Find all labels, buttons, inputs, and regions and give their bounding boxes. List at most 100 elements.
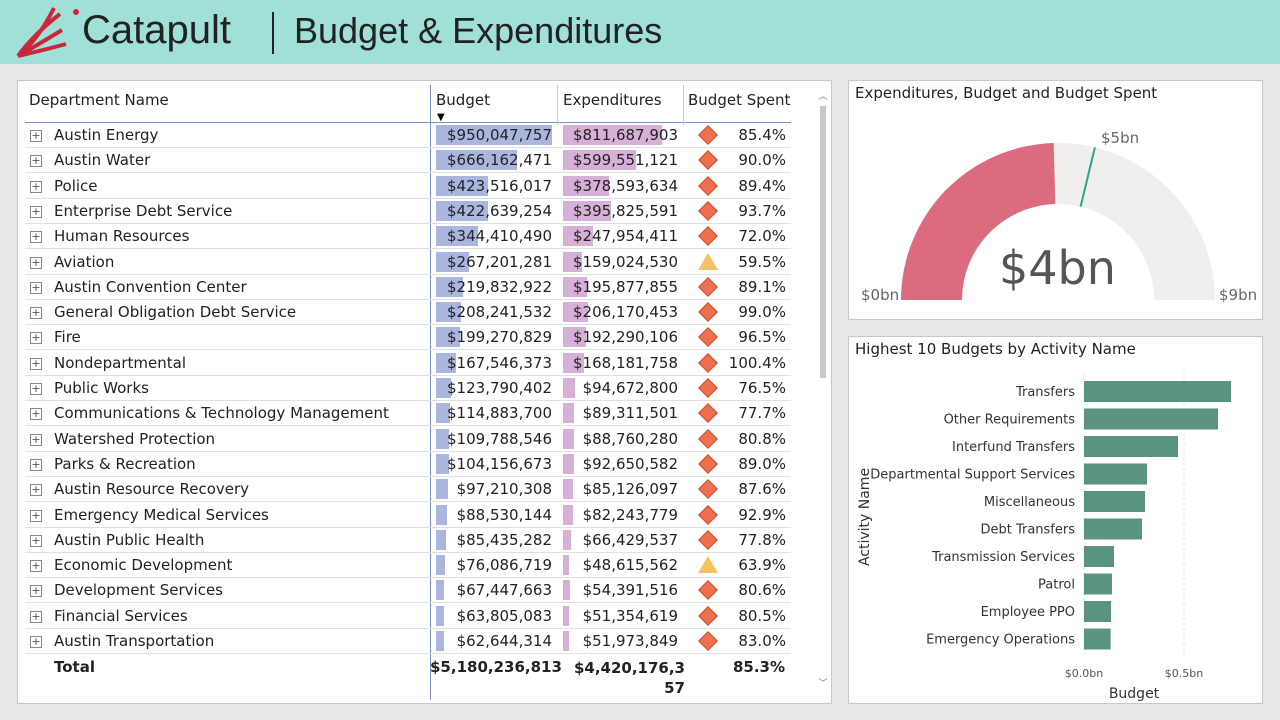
expenditure-databar <box>563 555 569 576</box>
department-name: Enterprise Debt Service <box>54 201 233 220</box>
table-row[interactable]: + Nondepartmental $167,546,373 $168,181,… <box>25 351 791 376</box>
expand-icon[interactable]: + <box>30 635 42 648</box>
table-row[interactable]: + Fire $199,270,829 $192,290,106 96.5% <box>25 325 791 351</box>
table-row[interactable]: + Austin Energy $950,047,757 $811,687,90… <box>25 123 791 148</box>
category-label: Transmission Services <box>931 550 1075 565</box>
department-table: Department Name Budget ▼ Expenditures Bu… <box>17 80 832 704</box>
bar[interactable] <box>1084 546 1114 567</box>
table-row[interactable]: + General Obligation Debt Service $208,2… <box>25 300 791 326</box>
budget-databar <box>436 327 461 348</box>
table-row[interactable]: + Austin Public Health $85,435,282 $66,4… <box>25 528 791 553</box>
bar[interactable] <box>1084 601 1111 622</box>
sort-descending-icon[interactable]: ▼ <box>437 112 445 123</box>
budget-value: $88,530,144 <box>456 505 552 524</box>
expand-icon[interactable]: + <box>30 382 42 395</box>
bar[interactable] <box>1084 518 1142 540</box>
budget-value: $62,644,314 <box>456 632 552 650</box>
expand-icon[interactable]: + <box>30 584 42 598</box>
col-header-budget-spent[interactable]: Budget Spent <box>688 91 791 109</box>
expand-icon[interactable]: + <box>30 432 42 446</box>
bar[interactable] <box>1084 381 1231 402</box>
department-name: Human Resources <box>54 227 190 246</box>
table-row[interactable]: + Police $423,516,017 $378,593,634 89.4% <box>25 174 791 199</box>
expand-icon[interactable]: + <box>30 255 42 269</box>
budget-spent-value: 80.6% <box>738 581 786 600</box>
expand-icon[interactable]: + <box>30 280 42 294</box>
budget-spent-value: 59.5% <box>738 252 786 271</box>
expenditure-databar <box>563 605 570 626</box>
expand-icon[interactable]: + <box>30 609 42 623</box>
budget-databar <box>436 504 447 525</box>
expand-icon[interactable]: + <box>30 483 42 497</box>
expand-icon[interactable]: + <box>30 407 42 421</box>
table-row[interactable]: + Watershed Protection $109,788,546 $88,… <box>25 427 791 452</box>
budget-databar <box>436 428 450 449</box>
col-header-budget[interactable]: Budget <box>436 91 490 109</box>
budget-value: $123,790,402 <box>447 379 552 397</box>
expenditure-databar <box>563 403 574 424</box>
budget-spent-value: 92.9% <box>738 505 786 524</box>
expand-icon[interactable]: + <box>30 457 42 471</box>
expand-icon[interactable]: + <box>30 179 42 193</box>
expand-icon[interactable]: + <box>30 306 42 320</box>
budget-spent-value: 63.9% <box>738 556 786 575</box>
table-row[interactable]: + Parks & Recreation $104,156,673 $92,65… <box>25 452 791 477</box>
table-row[interactable]: + Emergency Medical Services $88,530,144… <box>25 503 791 528</box>
budget-databar <box>436 125 552 145</box>
table-row[interactable]: + Human Resources $344,410,490 $247,954,… <box>25 224 791 250</box>
budget-databar <box>436 352 457 373</box>
department-name: Economic Development <box>54 556 233 575</box>
y-axis-title: Activity Name <box>857 468 873 566</box>
expand-icon[interactable]: + <box>30 533 42 547</box>
table-row[interactable]: + Financial Services $63,805,083 $51,354… <box>25 604 791 629</box>
budget-value: $422,639,254 <box>447 201 552 220</box>
bar[interactable] <box>1084 628 1111 650</box>
expand-icon[interactable]: + <box>30 204 42 218</box>
bar[interactable] <box>1084 491 1145 512</box>
expand-icon[interactable]: + <box>30 129 42 142</box>
category-label: Transfers <box>1015 385 1075 400</box>
department-name: Police <box>54 176 98 195</box>
bar[interactable] <box>1084 436 1178 457</box>
table-row[interactable]: + Public Works $123,790,402 $94,672,800 … <box>25 376 791 401</box>
bar[interactable] <box>1084 573 1112 595</box>
budget-spent-value: 76.5% <box>738 379 786 397</box>
table-row[interactable]: + Economic Development $76,086,719 $48,6… <box>25 553 791 579</box>
scrollbar[interactable]: ︿ ﹀ <box>818 92 828 689</box>
expenditure-databar <box>563 175 610 196</box>
expenditure-databar <box>563 276 587 297</box>
triangle-status-icon <box>698 252 718 270</box>
expenditure-databar <box>563 302 589 323</box>
expenditure-databar <box>563 226 594 247</box>
expenditure-databar <box>563 125 663 145</box>
table-row[interactable]: + Enterprise Debt Service $422,639,254 $… <box>25 199 791 224</box>
bar[interactable] <box>1084 463 1147 485</box>
table-row[interactable]: + Communications & Technology Management… <box>25 401 791 427</box>
expenditure-value: $51,973,849 <box>582 632 678 650</box>
expand-icon[interactable]: + <box>30 331 42 345</box>
expand-icon[interactable]: + <box>30 508 42 522</box>
expenditure-value: $378,593,634 <box>573 176 678 195</box>
expand-icon[interactable]: + <box>30 559 42 573</box>
bar[interactable] <box>1084 408 1218 430</box>
budget-databar <box>436 302 462 323</box>
col-header-department[interactable]: Department Name <box>29 91 169 109</box>
expand-icon[interactable]: + <box>30 154 42 168</box>
budget-value: $950,047,757 <box>447 126 552 144</box>
expand-icon[interactable]: + <box>30 230 42 244</box>
department-name: General Obligation Debt Service <box>54 303 297 322</box>
budget-databar <box>436 226 479 247</box>
table-row[interactable]: + Development Services $67,447,663 $54,3… <box>25 578 791 604</box>
table-row[interactable]: + Austin Transportation $62,644,314 $51,… <box>25 629 791 654</box>
department-name: Public Works <box>54 379 149 397</box>
table-row[interactable]: + Austin Resource Recovery $97,210,308 $… <box>25 477 791 503</box>
table-row[interactable]: + Austin Water $666,162,471 $599,551,121… <box>25 148 791 174</box>
department-name: Emergency Medical Services <box>54 505 269 524</box>
budget-databar <box>436 453 449 474</box>
table-row[interactable]: + Austin Convention Center $219,832,922 … <box>25 275 791 300</box>
budget-value: $199,270,829 <box>447 328 552 347</box>
table-row[interactable]: + Aviation $267,201,281 $159,024,530 59.… <box>25 250 791 275</box>
expand-icon[interactable]: + <box>30 356 42 370</box>
col-header-expenditures[interactable]: Expenditures <box>563 91 662 109</box>
budget-value: $208,241,532 <box>447 303 552 322</box>
